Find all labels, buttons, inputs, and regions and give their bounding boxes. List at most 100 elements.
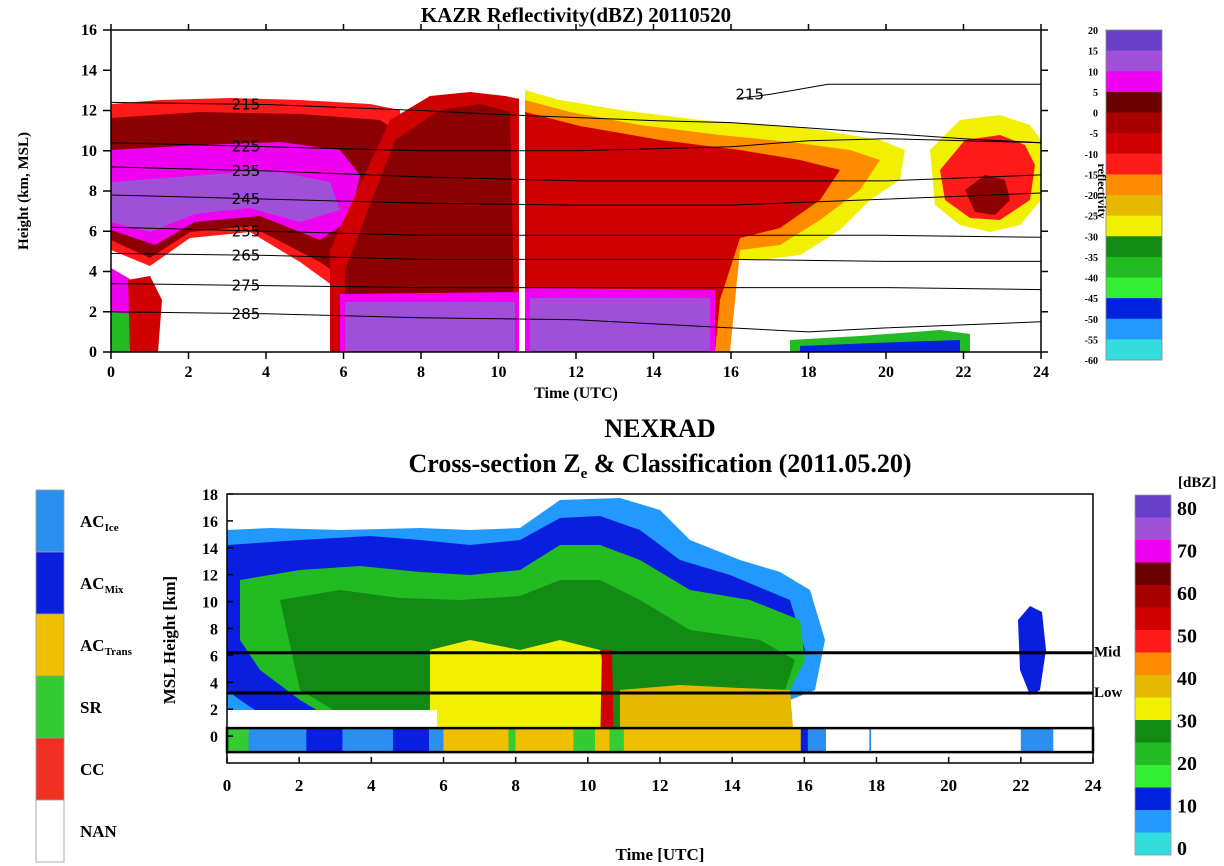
kazr-colorbar-tick-label: -25 <box>1085 212 1098 223</box>
nexrad-classification-segment <box>573 728 596 753</box>
kazr-contour-label: 275 <box>232 277 261 295</box>
kazr-colorbar-swatch <box>1106 277 1162 299</box>
kazr-colorbar-tick-label: -60 <box>1085 356 1098 367</box>
nexrad-x-label: Time [UTC] <box>616 845 705 864</box>
kazr-colorbar-tick-label: -40 <box>1085 274 1098 285</box>
nexrad-colorbar-swatch <box>1135 652 1171 676</box>
kazr-y-tick-label: 6 <box>89 223 97 240</box>
nexrad-classification-segment <box>248 728 307 753</box>
nexrad-classification-segment <box>392 728 430 753</box>
kazr-x-tick-label: 8 <box>417 364 425 381</box>
nexrad-classification-segment <box>306 728 343 753</box>
nexrad-classification-segment <box>515 728 574 753</box>
kazr-colorbar-tick-label: -20 <box>1085 191 1098 202</box>
kazr-x-tick-label: 10 <box>491 364 507 381</box>
kazr-x-label: Time (UTC) <box>534 385 618 402</box>
nexrad-y-tick-label: 6 <box>210 648 218 665</box>
nexrad-x-axis: 0 2 4 6 8 10 12 14 16 18 20 22 24 <box>223 757 1102 795</box>
nexrad-x-tick-label: 0 <box>223 776 232 795</box>
kazr-colorbar-swatch <box>1106 339 1162 361</box>
nexrad-colorbar-swatch <box>1135 495 1171 518</box>
classification-legend-swatch <box>35 737 65 801</box>
nexrad-colorbar-swatch <box>1135 742 1171 766</box>
kazr-x-tick-label: 20 <box>878 364 894 381</box>
kazr-colorbar-swatch <box>1106 153 1162 175</box>
nexrad-subtitle: Cross-section Ze & Classification (2011.… <box>408 449 911 482</box>
nexrad-x-tick-label: 8 <box>511 776 520 795</box>
nexrad-classification-segment <box>508 728 516 753</box>
nexrad-region-far-right <box>1018 606 1046 695</box>
nexrad-colorbar-tick-label: 10 <box>1177 796 1197 818</box>
kazr-colorbar-tick-label: 15 <box>1088 47 1098 58</box>
kazr-colorbar-tick-label: -30 <box>1085 232 1098 243</box>
classification-legend-swatch <box>35 489 65 553</box>
nexrad-colorbar-swatch <box>1135 540 1171 563</box>
nexrad-x-tick-label: 22 <box>1012 776 1029 795</box>
kazr-contour-label: 255 <box>232 222 261 240</box>
nexrad-x-tick-label: 24 <box>1085 776 1103 795</box>
kazr-region-column-violet <box>345 302 515 352</box>
nexrad-colorbar-swatch <box>1135 720 1171 743</box>
kazr-contour-label: 225 <box>232 138 261 156</box>
kazr-contour-line <box>111 166 1041 182</box>
nexrad-x-tick-label: 10 <box>579 776 596 795</box>
kazr-contour-label: 235 <box>232 162 261 180</box>
nexrad-colorbar-tick-label: 20 <box>1177 753 1197 775</box>
kazr-colorbar-swatch <box>1106 174 1162 196</box>
nexrad-x-tick-label: 14 <box>724 776 742 795</box>
nexrad-classification-segment <box>443 728 509 753</box>
kazr-colorbar-tick-label: -10 <box>1085 150 1098 161</box>
kazr-x-tick-label: 14 <box>646 364 662 381</box>
nexrad-x-tick-label: 12 <box>652 776 669 795</box>
kazr-contour-line <box>111 101 1041 144</box>
kazr-colorbar-swatch <box>1106 71 1162 93</box>
nexrad-reference-label: Low <box>1094 685 1123 701</box>
nexrad-title: NEXRAD <box>604 414 715 443</box>
nexrad-colorbar-tick-label: 80 <box>1177 498 1197 520</box>
kazr-colorbar-swatch <box>1106 215 1162 237</box>
nexrad-classification-segment <box>595 728 610 753</box>
kazr-region-top-left-violet <box>111 170 340 232</box>
kazr-colorbar-swatch <box>1106 195 1162 217</box>
nexrad-x-tick-label: 18 <box>868 776 885 795</box>
kazr-region-right-violet <box>530 298 710 352</box>
kazr-contour-line <box>111 192 1041 206</box>
kazr-colorbar-swatch <box>1106 112 1162 134</box>
kazr-x-tick-label: 22 <box>956 364 972 381</box>
kazr-x-tick-label: 4 <box>262 364 270 381</box>
kazr-y-tick-label: 16 <box>81 22 97 39</box>
nexrad-y-tick-label: 18 <box>202 487 218 504</box>
kazr-x-axis: 0 2 4 6 8 10 12 14 16 18 20 22 24 <box>107 24 1049 381</box>
nexrad-reference-label: Mid <box>1094 645 1121 661</box>
nexrad-y-tick-label: 12 <box>202 568 218 585</box>
kazr-colorbar-frame <box>1105 29 1163 361</box>
nexrad-classification-segment <box>227 728 249 753</box>
nexrad-colorbar-swatch <box>1135 630 1171 653</box>
kazr-y-tick-label: 4 <box>89 264 97 281</box>
kazr-x-tick-label: 24 <box>1033 364 1049 381</box>
nexrad-region-red-core <box>600 650 614 752</box>
nexrad-colorbar-swatch <box>1135 765 1171 788</box>
nexrad-panel: NEXRAD Cross-section Ze & Classification… <box>35 414 1216 864</box>
kazr-contour-label: 285 <box>232 305 261 323</box>
kazr-contour-label: 215 <box>735 85 764 103</box>
kazr-contour-label: 215 <box>232 95 261 113</box>
nexrad-colorbar: 80 70 60 50 40 30 20 10 0 <box>1134 494 1197 860</box>
kazr-x-tick-label: 6 <box>340 364 348 381</box>
nexrad-y-label: MSL Height [km] <box>160 576 179 704</box>
nexrad-y-tick-label: 14 <box>202 541 218 558</box>
kazr-x-tick-label: 0 <box>107 364 115 381</box>
nexrad-colorbar-tick-label: 70 <box>1177 541 1197 563</box>
nexrad-field <box>227 498 1046 752</box>
nexrad-colorbar-swatch <box>1135 517 1171 541</box>
nexrad-classification-segment <box>1020 728 1054 753</box>
nexrad-classification-segment <box>869 728 872 753</box>
classification-legend-label: SR <box>80 698 102 717</box>
nexrad-colorbar-tick-label: 40 <box>1177 668 1197 690</box>
nexrad-classification-segment <box>342 728 393 753</box>
nexrad-y-tick-label: 10 <box>202 595 218 612</box>
kazr-x-tick-label: 16 <box>723 364 739 381</box>
kazr-colorbar: 20 15 10 5 0 -5 -10 -15 -20 -25 -30 -35 -40 -45 -50 -55… <box>1085 26 1163 367</box>
nexrad-colorbar-swatch <box>1135 585 1171 608</box>
